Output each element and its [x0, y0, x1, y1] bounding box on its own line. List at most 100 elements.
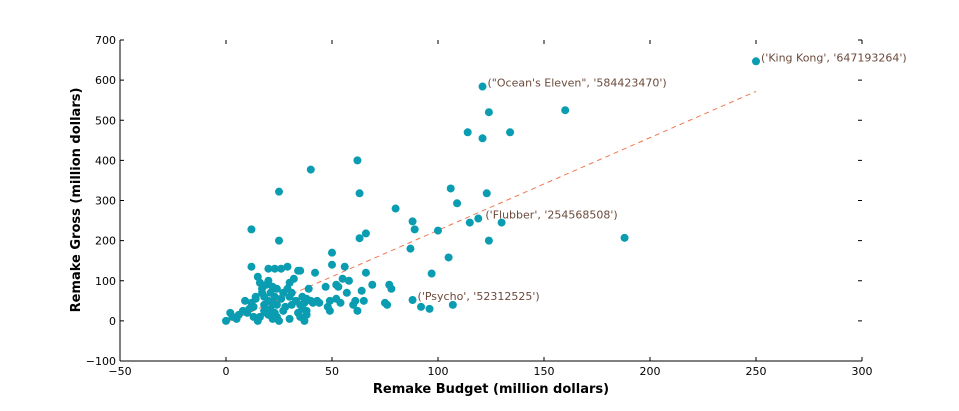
point-annotation: ('Psycho', '52312525'): [418, 290, 540, 303]
data-point: [315, 298, 324, 307]
data-point: [296, 266, 305, 275]
data-point: [340, 262, 349, 271]
data-point: [506, 128, 515, 137]
data-point: [270, 264, 279, 273]
data-point: [342, 288, 351, 297]
data-point: [368, 280, 377, 289]
data-point: [474, 214, 483, 223]
y-tick-label: 400: [95, 154, 116, 167]
data-point: [425, 304, 434, 313]
data-point: [285, 314, 294, 323]
data-point: [453, 199, 462, 208]
data-point: [311, 268, 320, 277]
data-point: [302, 306, 311, 315]
points-layer: [222, 57, 760, 325]
data-point: [561, 106, 570, 115]
data-point: [391, 204, 400, 213]
y-tick-label: 300: [95, 195, 116, 208]
data-point: [304, 284, 313, 293]
y-tick-label: 200: [95, 235, 116, 248]
y-axis-title: Remake Gross (million dollars): [69, 88, 84, 313]
data-point: [249, 302, 258, 311]
data-point: [321, 282, 330, 291]
data-point: [353, 156, 362, 165]
y-tick-label: −100: [86, 355, 116, 368]
data-point: [287, 288, 296, 297]
x-tick-label: 300: [852, 365, 873, 378]
data-point: [336, 298, 345, 307]
data-point: [325, 306, 334, 315]
data-point: [383, 300, 392, 309]
data-point: [253, 272, 262, 281]
data-point: [222, 316, 230, 325]
x-tick-label: 0: [223, 365, 230, 378]
data-point: [482, 189, 491, 198]
data-point: [272, 300, 281, 309]
data-point: [446, 184, 455, 193]
data-point: [251, 292, 260, 301]
y-tick-label: 600: [95, 74, 116, 87]
data-point: [408, 296, 417, 305]
data-point: [344, 276, 353, 285]
data-point: [448, 300, 457, 309]
point-annotation: ('Flubber', '254568508'): [485, 209, 617, 222]
data-point: [484, 236, 493, 245]
axes-layer: −50 0 50 100 150 200 250 300 −100 0 100 200 300 400 50…: [86, 34, 873, 378]
data-point: [300, 316, 309, 325]
data-point: [264, 264, 273, 273]
data-point: [355, 189, 364, 198]
data-point: [281, 302, 290, 311]
data-point: [264, 276, 273, 285]
x-tick-label: 200: [640, 365, 661, 378]
data-point: [289, 274, 298, 283]
x-tick-label: 150: [534, 365, 555, 378]
x-tick-label: 100: [428, 365, 449, 378]
data-point: [328, 248, 336, 257]
x-tick-label: 50: [325, 365, 339, 378]
trend-line: [225, 90, 757, 324]
data-point: [351, 296, 360, 305]
data-point: [463, 128, 472, 137]
data-point: [283, 262, 292, 271]
data-point: [247, 262, 256, 271]
trend-line-layer: [225, 90, 757, 324]
data-point: [272, 284, 281, 293]
data-point: [478, 134, 487, 143]
data-point: [434, 226, 442, 235]
data-point: [275, 187, 283, 196]
data-point: [387, 284, 396, 293]
y-tick-label: 100: [95, 275, 116, 288]
data-point: [277, 264, 286, 273]
data-point: [361, 268, 370, 277]
data-point: [497, 218, 506, 227]
y-tick-label: 0: [109, 315, 116, 328]
data-point: [241, 296, 250, 305]
data-point: [355, 234, 364, 243]
data-point: [328, 260, 336, 269]
data-point: [353, 306, 362, 315]
data-point: [359, 296, 368, 305]
data-point: [325, 296, 334, 305]
data-point: [408, 217, 417, 226]
y-tick-label: 500: [95, 114, 116, 127]
data-point: [277, 294, 286, 303]
data-point: [427, 269, 436, 278]
data-point: [338, 274, 347, 283]
data-point: [465, 218, 474, 227]
x-axis-title: Remake Budget (million dollars): [373, 382, 609, 397]
data-point: [255, 312, 264, 321]
data-point: [620, 233, 629, 242]
data-point: [361, 229, 370, 238]
data-point: [444, 253, 453, 262]
data-point: [478, 82, 487, 91]
data-point: [306, 165, 315, 174]
point-annotation: ('King Kong', '647193264'): [761, 51, 907, 64]
data-point: [410, 225, 419, 234]
data-point: [275, 316, 283, 325]
x-tick-label: 250: [746, 365, 767, 378]
data-point: [247, 225, 256, 234]
point-annotation: ("Ocean's Eleven", '584423470'): [488, 77, 667, 90]
data-point: [357, 286, 366, 295]
data-point: [484, 108, 493, 117]
